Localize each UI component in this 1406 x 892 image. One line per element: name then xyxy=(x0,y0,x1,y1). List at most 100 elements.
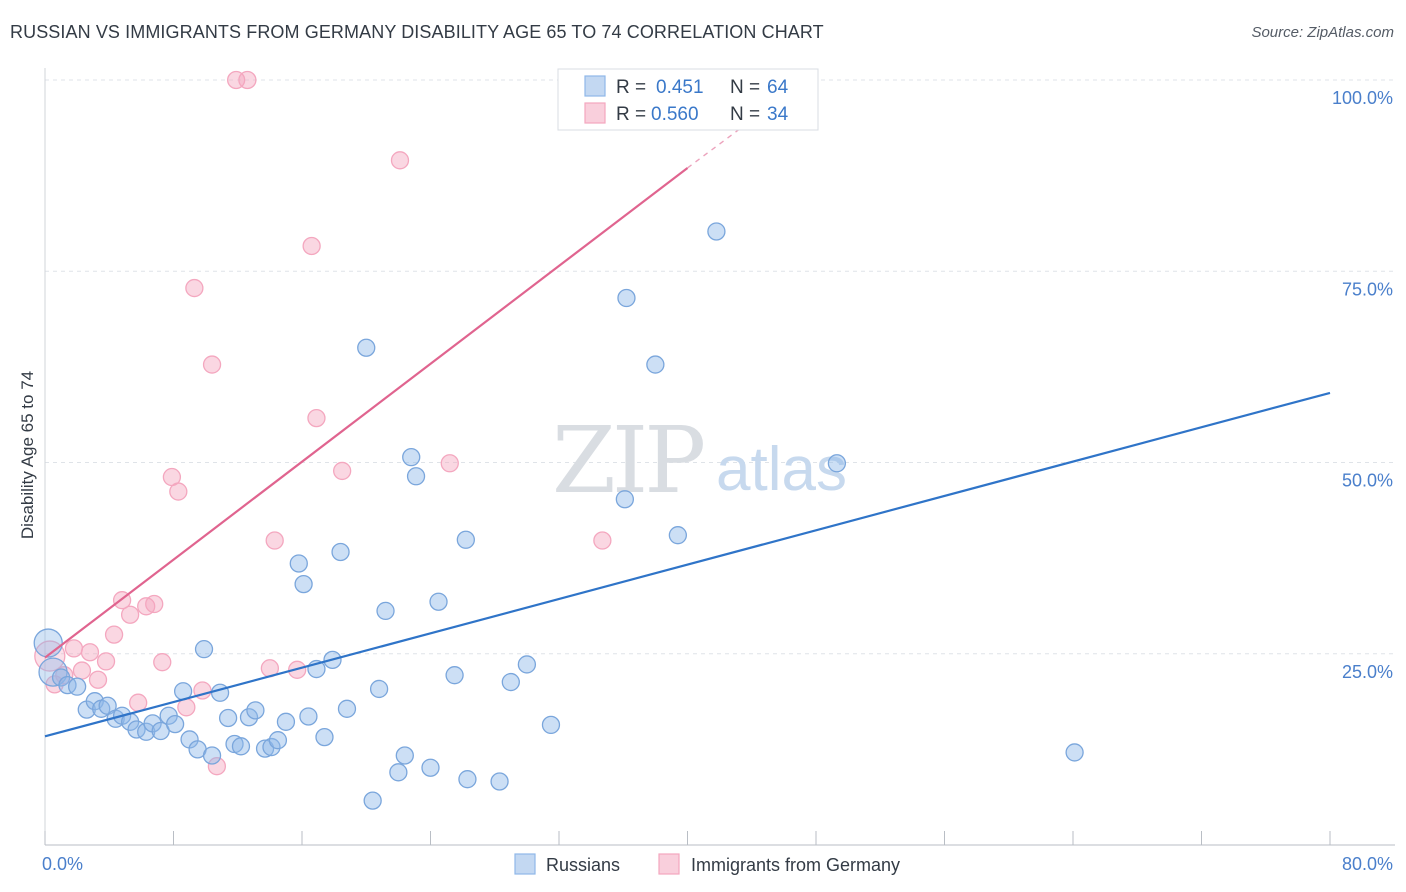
x-tick-label-min: 0.0% xyxy=(42,854,83,874)
germany-trendline-extension xyxy=(687,125,745,169)
russians-point xyxy=(218,708,238,728)
russians-point xyxy=(501,672,520,692)
russians-point xyxy=(490,772,509,791)
russians-point xyxy=(255,739,275,758)
russians-point xyxy=(268,731,288,750)
germany-trendline xyxy=(44,167,689,659)
russians-point xyxy=(445,666,464,685)
germany-point xyxy=(207,757,227,776)
y-tick-label-50: 50.0% xyxy=(1342,471,1393,491)
trendlines xyxy=(44,125,1331,738)
russians-point xyxy=(646,355,665,374)
legend-r-value-russians: 0.451 xyxy=(656,77,704,98)
russians-point xyxy=(98,696,117,715)
germany-point xyxy=(202,355,222,374)
russians-point xyxy=(331,542,350,562)
russians-point xyxy=(294,574,313,594)
legend-n-label-russians: N = xyxy=(730,77,760,98)
russians-point xyxy=(668,526,688,545)
legend-r-value-germany: 0.560 xyxy=(651,104,699,125)
russians-point xyxy=(194,640,214,659)
russians-point xyxy=(239,708,259,727)
axes xyxy=(44,68,1395,846)
russians-point xyxy=(429,592,448,611)
germany-point xyxy=(307,408,326,428)
russians-point xyxy=(458,770,477,789)
russians-point xyxy=(541,715,561,735)
correlation-legend: R = 0.451 N = 64 R = 0.560 N = 34 xyxy=(557,68,819,131)
russians-point xyxy=(615,490,635,509)
germany-point xyxy=(129,693,148,712)
y-tick-label-75: 75.0% xyxy=(1342,279,1393,299)
germany-point xyxy=(104,625,124,644)
russians-point xyxy=(376,601,395,621)
russians-point xyxy=(299,707,318,726)
watermark-atlas: atlas xyxy=(716,435,847,504)
bottom-legend-germany: Immigrants from Germany xyxy=(691,855,900,875)
russians-point xyxy=(315,727,334,747)
series-legend: Russians Immigrants from Germany xyxy=(514,853,900,875)
russians-point xyxy=(395,746,414,765)
germany-point xyxy=(390,151,410,170)
russians-point xyxy=(707,222,726,241)
gridlines xyxy=(45,79,1395,655)
legend-n-label-germany: N = xyxy=(730,104,760,125)
russians-point xyxy=(246,701,265,720)
legend-n-value-russians: 64 xyxy=(767,77,789,98)
russians-point xyxy=(262,737,281,757)
russians-point xyxy=(289,554,308,573)
germany-point xyxy=(96,652,116,671)
russians-point xyxy=(456,530,475,549)
germany-point xyxy=(64,639,84,658)
germany-point xyxy=(120,605,140,624)
russians-point xyxy=(369,679,389,699)
russians-point xyxy=(402,447,421,467)
russians-point xyxy=(67,677,87,696)
chart-title: RUSSIAN VS IMMIGRANTS FROM GERMANY DISAB… xyxy=(10,22,824,42)
germany-point xyxy=(238,70,257,90)
watermark: ZIP atlas xyxy=(552,407,847,514)
bottom-legend-swatch-russians xyxy=(514,853,536,875)
germany-point xyxy=(88,670,108,689)
y-tick-label-25: 25.0% xyxy=(1342,662,1393,682)
germany-point xyxy=(333,461,352,481)
legend-r-label-russians: R = xyxy=(616,77,646,98)
y-tick-label-100: 100.0% xyxy=(1332,88,1393,108)
russians-point xyxy=(202,746,222,765)
russians-point xyxy=(363,791,382,810)
russians-point xyxy=(357,338,376,357)
bottom-legend-swatch-germany xyxy=(658,853,680,875)
russians-points xyxy=(33,222,1084,810)
germany-point xyxy=(169,482,188,501)
russians-point xyxy=(210,683,230,702)
legend-swatch-russians xyxy=(584,75,606,97)
germany-point xyxy=(145,594,164,614)
legend-r-label-germany: R = xyxy=(616,104,646,125)
watermark-zip: ZIP xyxy=(552,407,703,514)
germany-point xyxy=(440,454,459,473)
germany-point xyxy=(153,653,172,672)
germany-point xyxy=(55,666,74,685)
russians-point xyxy=(406,467,426,486)
tick-labels: 25.0% 50.0% 75.0% 100.0% 0.0% 80.0% xyxy=(42,88,1393,874)
russians-point xyxy=(165,714,185,734)
bottom-legend-russians: Russians xyxy=(546,855,620,875)
russians-point xyxy=(389,763,408,782)
germany-point xyxy=(177,698,196,717)
russians-point xyxy=(276,712,296,731)
y-axis-label: Disability Age 65 to 74 xyxy=(18,371,37,539)
germany-point xyxy=(80,643,100,662)
germany-point xyxy=(593,531,612,550)
russians-point xyxy=(1065,743,1084,762)
russians-point xyxy=(827,454,847,473)
x-tick-label-max: 80.0% xyxy=(1342,854,1393,874)
russians-point xyxy=(617,288,636,308)
russians-point xyxy=(231,737,251,756)
legend-swatch-germany xyxy=(584,102,606,124)
russians-point xyxy=(517,655,537,674)
russians-point xyxy=(421,758,440,777)
russians-point xyxy=(337,699,357,718)
russians-trendline xyxy=(44,391,1331,738)
legend-n-value-germany: 34 xyxy=(767,104,789,125)
